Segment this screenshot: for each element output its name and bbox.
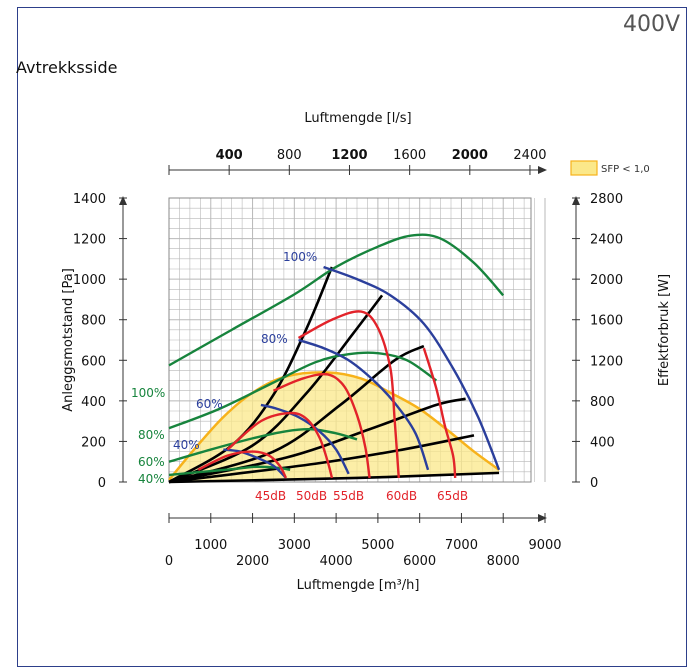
sound-curve-60dB	[297, 310, 400, 479]
x-bottom-tick-label-low: 2000	[236, 554, 269, 569]
y-left-tick-label: 1200	[73, 233, 106, 248]
fan-curve-40pct	[223, 448, 287, 479]
x-top-tick-label: 2400	[513, 148, 546, 163]
x-bottom-tick-label-low: 4000	[320, 554, 353, 569]
x-bottom-tick-label-low: 8000	[487, 554, 520, 569]
fan-curve-80pct	[298, 338, 430, 471]
x-bottom-tick-label-high: 7000	[445, 538, 478, 553]
y-left-axis-title: Anleggsmotstand [Pa]	[61, 268, 76, 412]
duct-curve-2	[168, 294, 384, 484]
power-curve-40pct	[168, 465, 291, 477]
sound-curve-label: 55dB	[333, 489, 364, 503]
y-right-tick-label: 2800	[590, 192, 623, 207]
y-left-axis-arrow	[119, 196, 127, 205]
x-bottom-tick-label-high: 1000	[194, 538, 227, 553]
power-curve-label: 100%	[131, 386, 165, 400]
x-bottom-tick-label-low: 6000	[403, 554, 436, 569]
x-bottom-tick-label-low: 0	[165, 554, 173, 569]
duct-curve-3	[168, 344, 425, 484]
fan-performance-chart: 0 200 400 600 800 1000 1200 1400 0 400 800 1200 1600…	[61, 111, 672, 593]
fan-curve-label: 40%	[173, 438, 200, 452]
y-right-axis-arrow	[572, 196, 580, 205]
y-left-tick-label: 1400	[73, 192, 106, 207]
sound-curve-50dB	[226, 411, 334, 479]
y-right-tick-label: 1200	[590, 354, 623, 369]
y-left-tick-label: 800	[81, 314, 106, 329]
y-left-tick-label: 400	[81, 395, 106, 410]
power-curve-label: 40%	[138, 472, 165, 486]
y-left-tick-label: 600	[81, 354, 106, 369]
y-right-axis-title: Effektforbruk [W]	[657, 274, 672, 386]
x-bottom-axis-arrow	[538, 514, 547, 522]
x-top-tick-label: 2000	[452, 148, 488, 163]
power-curve-60pct	[168, 427, 358, 463]
power-curve-100pct	[168, 233, 505, 367]
y-right-tick-label: 2400	[590, 233, 623, 248]
x-top-tick-label: 400	[216, 148, 243, 163]
fan-curve-label: 80%	[261, 332, 288, 346]
fan-curve-100pct	[323, 265, 501, 471]
x-top-tick-label: 1200	[331, 148, 367, 163]
y-left-tick-label: 1000	[73, 273, 106, 288]
duct-curve-1	[168, 266, 334, 484]
plot-border	[168, 197, 532, 483]
y-right-tick-label: 0	[590, 476, 598, 491]
voltage-label: 400V	[622, 12, 680, 37]
x-top-axis-arrow	[538, 166, 547, 174]
x-bottom-tick-label-high: 3000	[278, 538, 311, 553]
sound-curve-label: 45dB	[255, 489, 286, 503]
series-layer	[168, 233, 505, 484]
x-top-tick-label: 800	[277, 148, 302, 163]
sound-curve-label: 65dB	[437, 489, 468, 503]
x-bottom-tick-label-high: 9000	[528, 538, 561, 553]
x-bottom-axis-title: Luftmengde [m³/h]	[297, 578, 420, 593]
legend-label: SFP < 1,0	[601, 164, 650, 175]
label-layer: 100% 80% 60% 40% 100% 80% 60% 40% 45dB 50dB 55dB 60…	[131, 250, 468, 503]
sound-curve-65dB	[422, 347, 457, 479]
duct-curve-6	[168, 471, 500, 484]
sfp-region-layer	[168, 371, 500, 482]
axis-layer: 0 200 400 600 800 1000 1200 1400 0 400 800 1200 1600…	[73, 148, 623, 569]
fan-curve-label: 60%	[196, 397, 223, 411]
legend-swatch	[570, 160, 598, 176]
y-right-tick-label: 1600	[590, 314, 623, 329]
x-top-axis-title: Luftmengde [l/s]	[304, 111, 411, 126]
y-left-tick-label: 200	[81, 435, 106, 450]
sfp-region-border	[168, 371, 500, 481]
fan-curve-60pct	[260, 403, 350, 475]
x-top-tick-label: 1600	[393, 148, 426, 163]
fan-curve-label: 100%	[283, 250, 317, 264]
power-curve-label: 60%	[138, 455, 165, 469]
sfp-region	[169, 372, 500, 482]
x-bottom-tick-label-high: 5000	[361, 538, 394, 553]
sound-curve-label: 50dB	[296, 489, 327, 503]
y-right-tick-label: 2000	[590, 273, 623, 288]
sound-curve-label: 60dB	[386, 489, 417, 503]
power-curve-80pct	[168, 351, 438, 430]
section-title: Avtrekksside	[16, 58, 118, 77]
power-curve-label: 80%	[138, 428, 165, 442]
sound-curve-55dB	[272, 372, 371, 479]
duct-curve-5	[168, 434, 475, 484]
y-left-tick-label: 0	[98, 476, 106, 491]
y-right-tick-label: 800	[590, 395, 615, 410]
y-right-tick-label: 400	[590, 435, 615, 450]
sound-curve-45dB	[197, 450, 288, 479]
